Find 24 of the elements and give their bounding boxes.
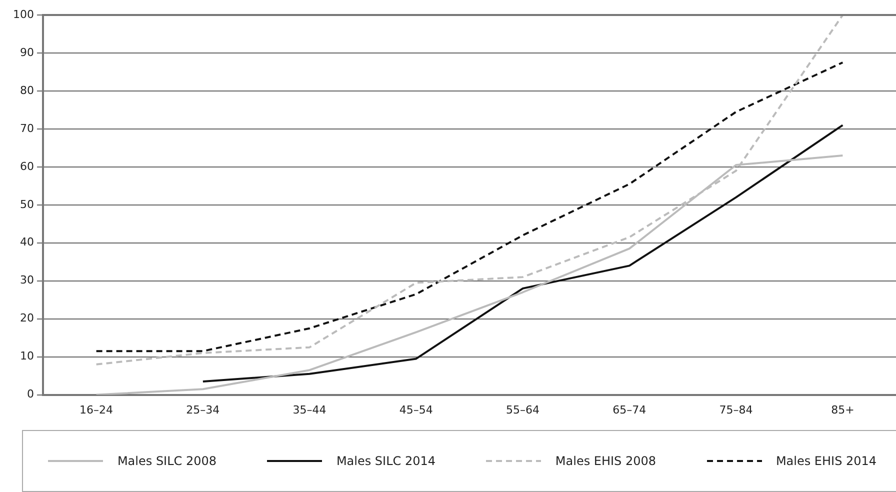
x-tick-label: 55–64 [506, 403, 540, 416]
y-tick-label: 60 [20, 160, 34, 173]
y-tick-label: 10 [20, 350, 34, 363]
x-tick-label: 25–34 [186, 403, 220, 416]
x-tick-label: 45–54 [399, 403, 433, 416]
x-tick-label: 75–84 [719, 403, 753, 416]
y-tick-label: 50 [20, 198, 34, 211]
legend-label: Males SILC 2014 [336, 454, 436, 468]
x-tick-label: 85+ [831, 403, 854, 416]
legend-label: Males EHIS 2008 [555, 454, 656, 468]
x-tick-label: 16–24 [80, 403, 114, 416]
y-tick-label: 40 [20, 236, 34, 249]
x-tick-label: 65–74 [612, 403, 646, 416]
y-tick-label: 0 [26, 388, 34, 401]
y-tick-label: 30 [20, 274, 34, 287]
legend-label: Males SILC 2008 [117, 454, 217, 468]
legend-label: Males EHIS 2014 [776, 454, 877, 468]
y-tick-label: 90 [20, 46, 34, 59]
y-tick-label: 70 [20, 122, 34, 135]
line-series [95, 61, 844, 352]
x-tick-label: 35–44 [292, 403, 326, 416]
y-tick-label: 20 [20, 312, 34, 325]
y-tick-label: 80 [20, 84, 34, 97]
y-tick-label: 100 [12, 8, 34, 21]
